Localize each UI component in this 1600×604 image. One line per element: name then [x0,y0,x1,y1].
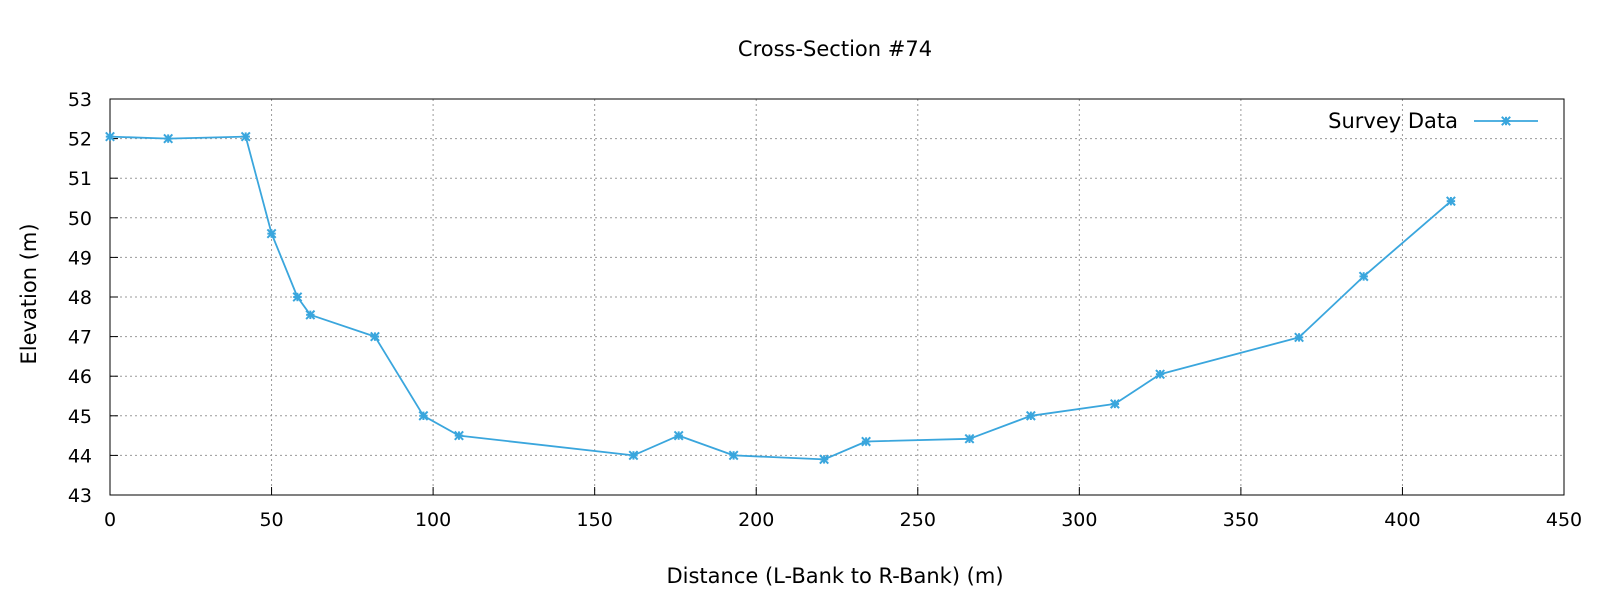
y-tick-label: 44 [68,445,92,467]
legend: Survey Data [1328,109,1538,133]
x-tick-label: 0 [104,509,116,531]
series-layer [105,131,1456,465]
data-point [1025,410,1036,421]
y-tick-label: 46 [68,366,92,388]
data-point [240,131,251,142]
data-point [819,454,829,465]
y-tick-label: 48 [68,287,92,309]
x-tick-label: 50 [259,509,283,531]
x-tick-label: 450 [1546,509,1582,531]
data-point [673,430,684,441]
y-tick-label: 47 [68,327,92,349]
y-tick-label: 53 [68,89,92,111]
y-tick-label: 51 [68,168,92,190]
y-axis-title: Elevation (m) [17,223,41,364]
axis-ticks: 0 50 100 150 200 250 300 350 400 450 43 44 45 46 47 48 4… [68,89,1582,531]
data-point [292,292,303,302]
x-tick-label: 100 [415,509,451,531]
data-point [628,450,639,461]
plot-area [109,98,1565,496]
data-point [418,410,429,421]
x-tick-label: 200 [738,509,774,531]
legend-label: Survey Data [1328,109,1458,133]
data-point [1109,399,1120,409]
data-point [163,133,174,144]
data-point [728,450,739,461]
x-axis-title: Distance (L-Bank to R-Bank) (m) [666,564,1003,588]
data-point [454,430,464,441]
data-point [1446,196,1456,207]
data-point [1294,332,1304,343]
data-point [964,433,975,444]
data-point [105,131,115,142]
data-point [861,436,871,447]
data-point [266,228,277,239]
x-tick-label: 350 [1223,509,1259,531]
y-tick-label: 49 [68,247,92,269]
x-tick-label: 150 [577,509,613,531]
grid-lines [110,99,1564,495]
x-tick-label: 400 [1384,509,1420,531]
x-tick-label: 250 [900,509,936,531]
data-point [370,331,380,342]
chart-title: Cross-Section #74 [738,37,932,61]
y-tick-label: 45 [68,406,92,428]
series-line-survey-data [109,135,1452,461]
legend-swatch-marker [1501,116,1511,126]
data-point [1155,369,1166,380]
data-point [305,309,316,320]
y-tick-label: 43 [68,485,92,507]
y-tick-label: 52 [68,129,92,151]
y-tick-label: 50 [68,208,92,230]
x-tick-label: 300 [1061,509,1097,531]
data-point [1358,271,1369,282]
